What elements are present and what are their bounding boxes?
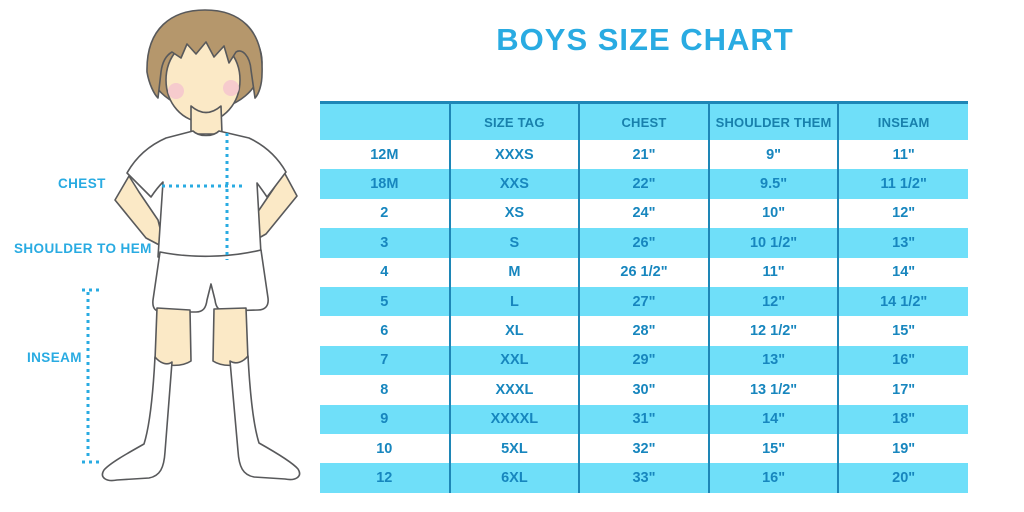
table-row: 18M XXS 22" 9.5" 11 1/2" (320, 169, 968, 199)
boy-blush-left (168, 83, 184, 99)
table-cell: 26" (578, 228, 709, 258)
boy-sock-right (229, 355, 301, 481)
table-cell: 13" (707, 345, 839, 376)
table-cell: XXXS (448, 140, 580, 170)
table-cell: 24" (578, 198, 709, 229)
table-row: 9 XXXXL 31" 14" 18" (320, 404, 968, 434)
table-cell: 5XL (448, 433, 580, 464)
table-cell: 10 1/2" (707, 228, 839, 258)
boy-illustration (82, 9, 301, 482)
table-cell: 16" (837, 345, 968, 376)
table-cell: 9.5" (707, 169, 839, 199)
table-cell: 6XL (448, 463, 580, 493)
inseam-label: INSEAM (27, 350, 82, 365)
table-cell: 13" (837, 228, 968, 258)
table-cell: 12M (370, 146, 399, 163)
table-cell: 3 (320, 228, 450, 258)
table-cell: 10" (707, 198, 839, 229)
table-cell: 20" (837, 463, 968, 493)
table-cell: 22" (578, 169, 709, 199)
boy-sock-left (101, 356, 173, 482)
boy-shorts (152, 249, 269, 313)
table-cell: XXXL (448, 375, 580, 405)
column-header: SIZE TAG (448, 102, 580, 140)
column-header (320, 102, 450, 140)
table-cell: 7 (320, 345, 450, 376)
table-cell: 12 (320, 463, 450, 493)
table-cell: 17" (837, 375, 968, 405)
table-cell: 2 (380, 205, 389, 222)
boy-blush-right (223, 80, 239, 96)
table-cell: 30" (578, 375, 709, 405)
column-header: SHOULDER THEM (707, 102, 839, 140)
boy-hair-fringe (146, 9, 263, 99)
table-row: 2 XS 24" 10" 12" (320, 198, 968, 229)
column-header: CHEST (578, 102, 709, 140)
table-cell: 21" (578, 140, 709, 170)
table-cell: 14 1/2" (837, 286, 968, 317)
table-cell: XL (448, 316, 580, 346)
table-cell: 12" (837, 198, 968, 229)
table-cell: 26 1/2" (578, 257, 709, 287)
table-cell: 15" (707, 433, 839, 464)
table-cell: 18" (837, 404, 968, 434)
size-table-body: 12M XXXS 21" 9" 11" 18M XXS 22" 9.5" 11 1/2" 2 XS 24… (320, 140, 968, 493)
table-cell: S (448, 228, 580, 258)
table-cell: 29" (578, 345, 709, 376)
table-cell: L (448, 286, 580, 317)
table-row: 10 5XL 32" 15" 19" (320, 433, 968, 464)
table-cell: 9" (707, 140, 839, 170)
table-cell: 18M (320, 169, 450, 199)
table-cell: 6 (380, 323, 389, 340)
size-table: SIZE TAG CHEST SHOULDER THEM INSEAM 12M XXXS… (320, 101, 968, 493)
table-cell: 8 (380, 381, 389, 398)
table-cell: 33" (578, 463, 709, 493)
table-cell: 11" (707, 257, 839, 287)
table-row: 7 XXL 29" 13" 16" (320, 345, 968, 376)
size-table-header-row: SIZE TAG CHEST SHOULDER THEM INSEAM (320, 102, 968, 140)
table-cell: 19" (837, 433, 968, 464)
column-header: INSEAM (837, 102, 968, 140)
table-cell: 31" (578, 404, 709, 434)
table-cell: 11" (837, 140, 968, 170)
table-cell: 11 1/2" (837, 169, 968, 199)
table-cell: 32" (578, 433, 709, 464)
table-row: 12M XXXS 21" 9" 11" (320, 140, 968, 170)
table-cell: M (448, 257, 580, 287)
table-cell: 16" (707, 463, 839, 493)
table-cell: XXXXL (448, 404, 580, 434)
chest-label: CHEST (58, 176, 106, 191)
table-cell: 14" (837, 257, 968, 287)
table-row: 12 6XL 33" 16" 20" (320, 463, 968, 493)
size-table-head: SIZE TAG CHEST SHOULDER THEM INSEAM (320, 102, 968, 140)
table-cell: 15" (837, 316, 968, 346)
table-cell: 13 1/2" (707, 375, 839, 405)
table-row: 8 XXXL 30" 13 1/2" 17" (320, 375, 968, 405)
table-cell: 4 (380, 264, 389, 281)
table-row: 4 M 26 1/2" 11" 14" (320, 257, 968, 287)
boy-leg-right (212, 307, 249, 367)
table-row: 6 XL 28" 12 1/2" 15" (320, 316, 968, 346)
table-cell: XXS (448, 169, 580, 199)
table-cell: 14" (707, 404, 839, 434)
table-row: 3 S 26" 10 1/2" 13" (320, 228, 968, 258)
page-title: BOYS SIZE CHART (496, 22, 794, 57)
table-cell: 28" (578, 316, 709, 346)
boy-neck (190, 105, 223, 135)
table-cell: 9 (320, 404, 450, 434)
boy-leg-left (154, 307, 192, 367)
table-cell: 27" (578, 286, 709, 317)
table-cell: XXL (448, 345, 580, 376)
table-cell: 5 (320, 286, 450, 317)
table-cell: XS (448, 198, 580, 229)
table-row: 5 L 27" 12" 14 1/2" (320, 286, 968, 317)
table-cell: 10 (376, 440, 393, 457)
table-cell: 12" (707, 286, 839, 317)
table-cell: 12 1/2" (707, 316, 839, 346)
shoulder-to-hem-label: SHOULDER TO HEM (14, 241, 152, 256)
